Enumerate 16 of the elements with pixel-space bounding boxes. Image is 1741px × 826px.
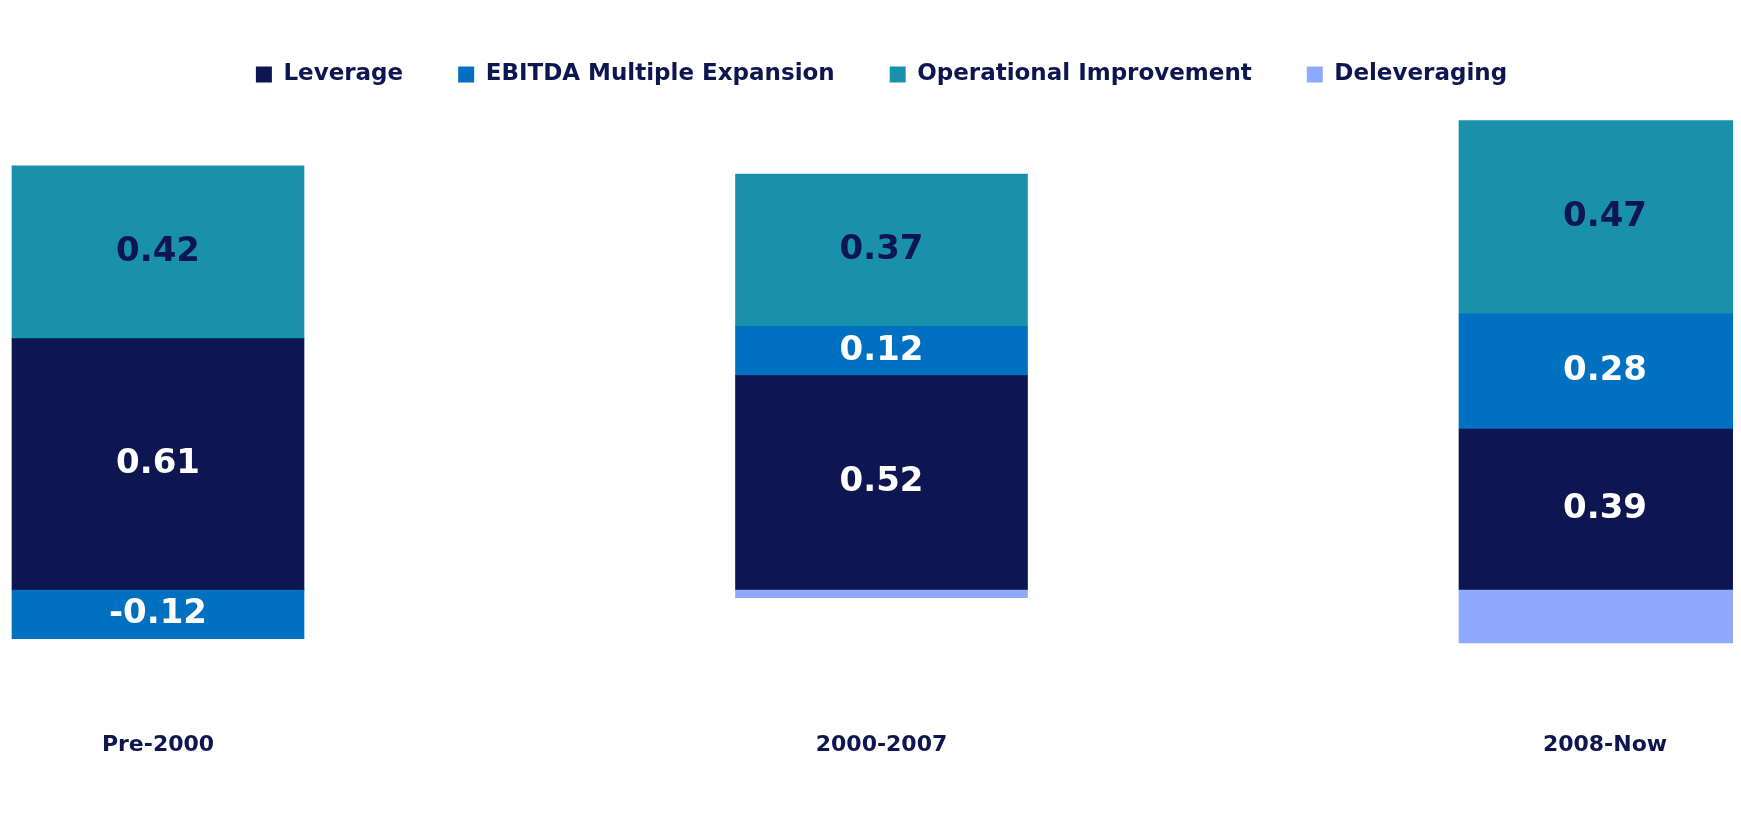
data-label: 0.37 (839, 227, 924, 268)
data-label: 0.61 (116, 440, 200, 481)
data-label: 0.47 (1563, 194, 1647, 235)
legend-label: Deleveraging (1334, 59, 1508, 86)
legend-label: Leverage (283, 59, 404, 86)
data-label: 0.28 (1563, 348, 1647, 389)
x-tick-label: Pre-2000 (101, 730, 215, 756)
data-label: 0.12 (839, 327, 924, 368)
data-label: 0.52 (839, 459, 924, 500)
legend-label: EBITDA Multiple Expansion (485, 59, 835, 86)
legend-label: Operational Improvement (917, 59, 1252, 86)
data-label: 0.39 (1563, 486, 1647, 527)
x-tick-label: 2000-2007 (815, 730, 948, 756)
data-label: -0.12 (109, 590, 207, 631)
x-tick-label: 2008-Now (1542, 730, 1668, 756)
data-label: 0.42 (116, 229, 200, 270)
